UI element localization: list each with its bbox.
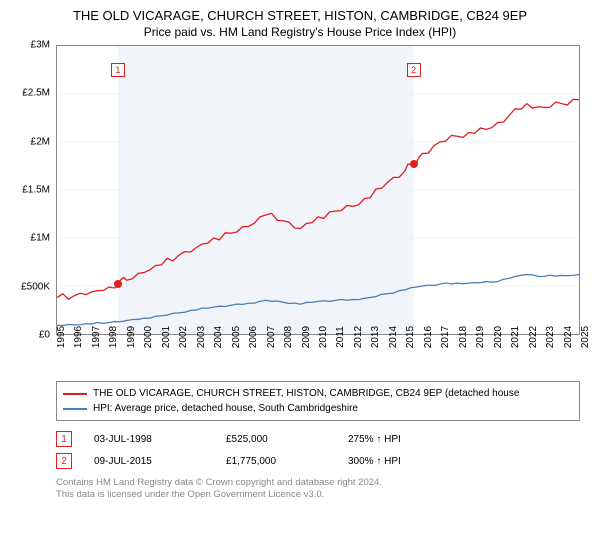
chart-area: £0£500K£1M£1.5M£2M£2.5M£3M 12 1995199619… <box>56 45 580 375</box>
x-tick-label: 2021 <box>510 326 521 348</box>
x-tick-label: 2025 <box>580 326 591 348</box>
y-tick-label: £2M <box>31 136 50 147</box>
x-tick-label: 1999 <box>126 326 137 348</box>
x-tick-label: 2017 <box>440 326 451 348</box>
marker-table-row: 2 09-JUL-2015 £1,775,000 300% ↑ HPI <box>56 453 580 469</box>
y-tick-label: £1.5M <box>22 185 50 196</box>
plot-region: 12 <box>56 45 580 335</box>
marker-pct: 300% ↑ HPI <box>348 456 468 467</box>
x-tick-label: 2024 <box>563 326 574 348</box>
marker-table-row: 1 03-JUL-1998 £525,000 275% ↑ HPI <box>56 431 580 447</box>
x-tick-label: 2002 <box>178 326 189 348</box>
x-tick-label: 2019 <box>475 326 486 348</box>
marker-date: 09-JUL-2015 <box>94 456 204 467</box>
price-marker-2 <box>410 160 418 168</box>
x-tick-label: 2015 <box>405 326 416 348</box>
x-tick-label: 2023 <box>545 326 556 348</box>
x-tick-label: 2003 <box>196 326 207 348</box>
x-tick-label: 2004 <box>213 326 224 348</box>
x-axis-labels: 1995199619971998199920002001200220032004… <box>56 335 580 375</box>
chart-container: THE OLD VICARAGE, CHURCH STREET, HISTON,… <box>0 0 600 508</box>
title-line2: Price paid vs. HM Land Registry's House … <box>14 25 586 39</box>
x-tick-label: 2008 <box>283 326 294 348</box>
x-tick-label: 2014 <box>388 326 399 348</box>
x-tick-label: 2001 <box>161 326 172 348</box>
x-tick-label: 1995 <box>56 326 67 348</box>
y-tick-label: £3M <box>31 40 50 51</box>
legend-item: HPI: Average price, detached house, Sout… <box>63 401 573 416</box>
x-tick-label: 2005 <box>231 326 242 348</box>
x-tick-label: 2009 <box>301 326 312 348</box>
x-tick-label: 2000 <box>143 326 154 348</box>
x-tick-label: 2007 <box>266 326 277 348</box>
legend-item: THE OLD VICARAGE, CHURCH STREET, HISTON,… <box>63 386 573 401</box>
footnote-line2: This data is licensed under the Open Gov… <box>56 489 580 501</box>
y-tick-label: £500K <box>21 281 50 292</box>
marker-price: £525,000 <box>226 434 326 445</box>
x-tick-label: 2010 <box>318 326 329 348</box>
price-marker-1 <box>114 280 122 288</box>
x-tick-label: 1996 <box>73 326 84 348</box>
x-tick-label: 2011 <box>335 326 346 348</box>
footnote: Contains HM Land Registry data © Crown c… <box>56 477 580 502</box>
legend-label: THE OLD VICARAGE, CHURCH STREET, HISTON,… <box>93 386 519 401</box>
x-tick-label: 2018 <box>458 326 469 348</box>
x-tick-label: 2016 <box>423 326 434 348</box>
marker-number-box: 2 <box>56 453 72 469</box>
y-tick-label: £1M <box>31 233 50 244</box>
marker-date: 03-JUL-1998 <box>94 434 204 445</box>
callout-1: 1 <box>111 63 125 77</box>
legend-swatch <box>63 408 87 410</box>
footnote-line1: Contains HM Land Registry data © Crown c… <box>56 477 580 489</box>
legend-label: HPI: Average price, detached house, Sout… <box>93 401 358 416</box>
x-tick-label: 2013 <box>370 326 381 348</box>
marker-pct: 275% ↑ HPI <box>348 434 468 445</box>
title-line1: THE OLD VICARAGE, CHURCH STREET, HISTON,… <box>14 8 586 23</box>
y-axis-labels: £0£500K£1M£1.5M£2M£2.5M£3M <box>14 45 54 335</box>
marker-number-box: 1 <box>56 431 72 447</box>
legend-swatch <box>63 393 87 395</box>
callout-2: 2 <box>407 63 421 77</box>
marker-table: 1 03-JUL-1998 £525,000 275% ↑ HPI 2 09-JUL-20… <box>56 431 580 469</box>
x-tick-label: 1997 <box>91 326 102 348</box>
legend: THE OLD VICARAGE, CHURCH STREET, HISTON,… <box>56 381 580 421</box>
x-tick-label: 2020 <box>493 326 504 348</box>
title-block: THE OLD VICARAGE, CHURCH STREET, HISTON,… <box>14 8 586 39</box>
y-tick-label: £2.5M <box>22 88 50 99</box>
line-svg <box>57 46 579 334</box>
y-tick-label: £0 <box>39 330 50 341</box>
x-tick-label: 1998 <box>108 326 119 348</box>
x-tick-label: 2006 <box>248 326 259 348</box>
marker-price: £1,775,000 <box>226 456 326 467</box>
x-tick-label: 2012 <box>353 326 364 348</box>
x-tick-label: 2022 <box>528 326 539 348</box>
